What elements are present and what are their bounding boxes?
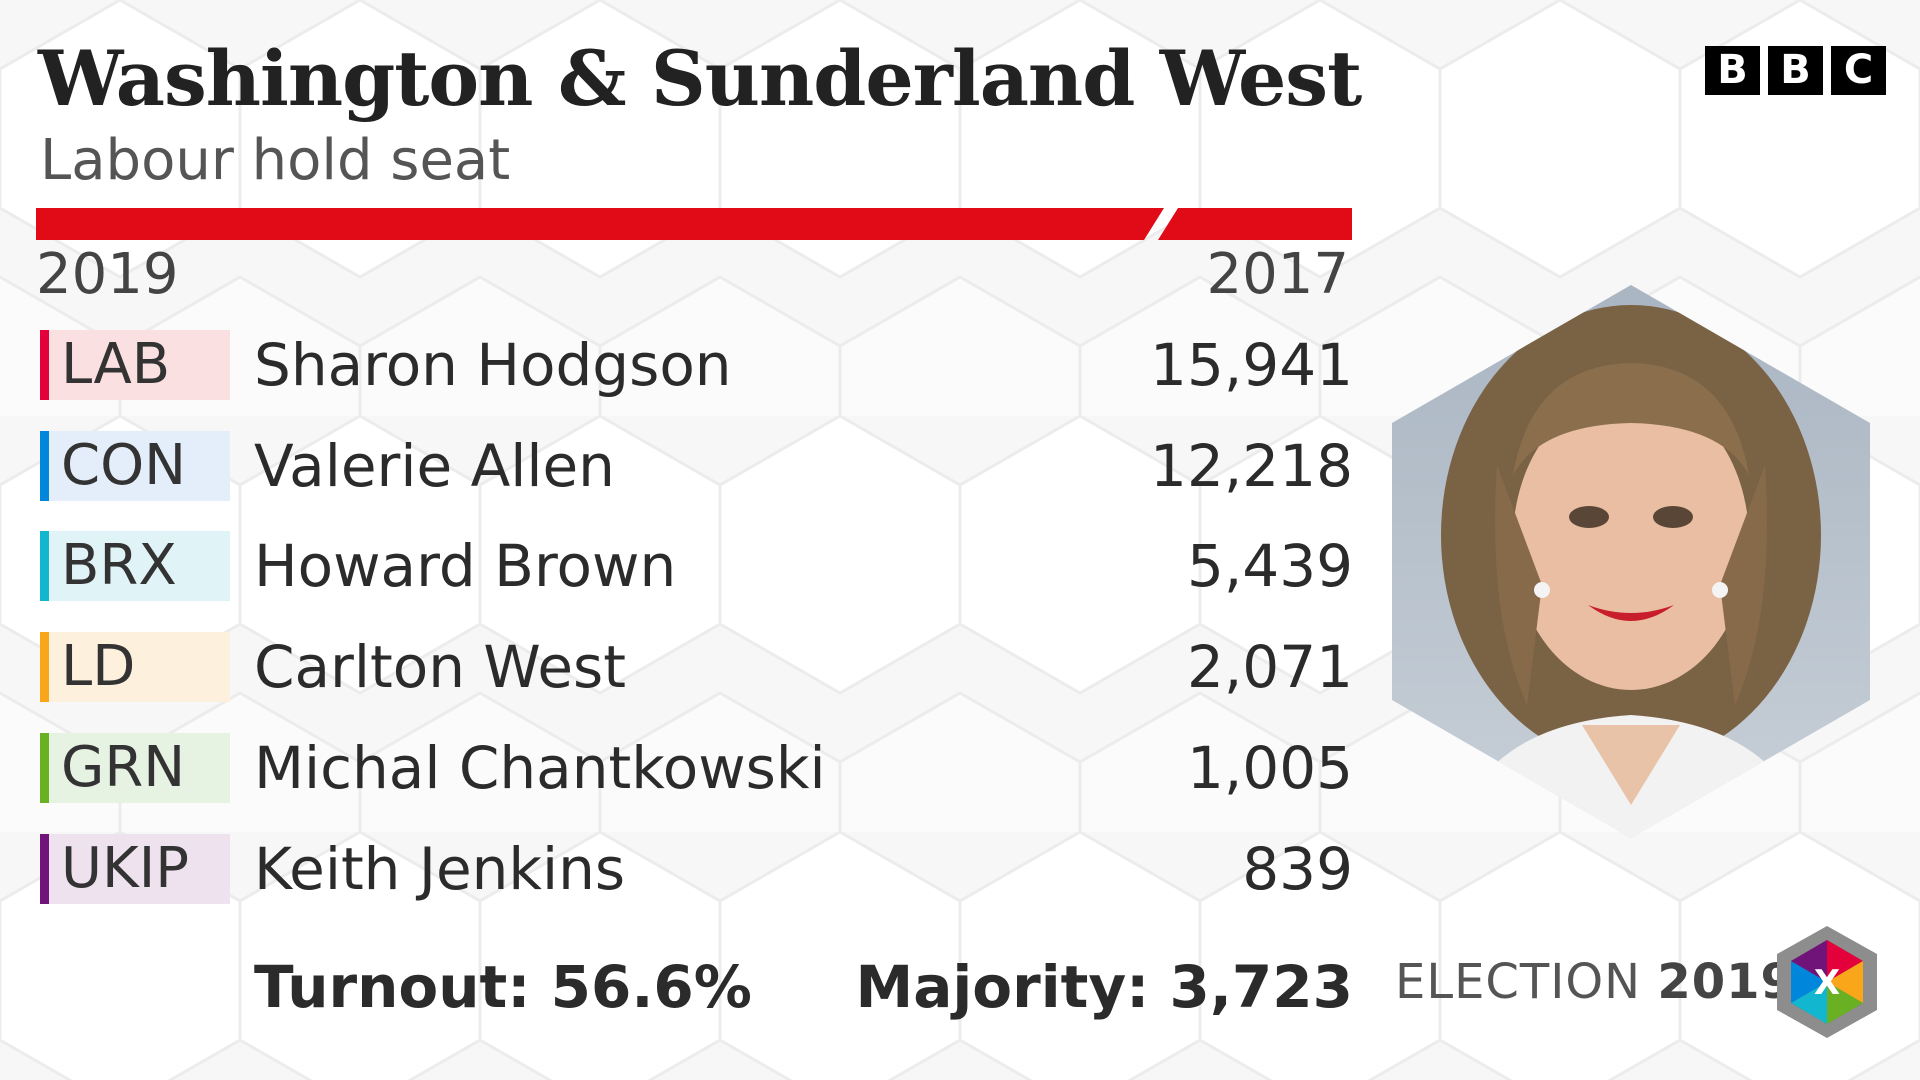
year-current: 2019 <box>36 242 179 307</box>
candidate-row: UKIP Keith Jenkins 839 <box>40 834 1353 904</box>
constituency-title: Washington & Sunderland West <box>38 34 1362 123</box>
candidate-votes: 12,218 <box>1150 432 1353 500</box>
election-cube-mark: X <box>1814 963 1840 1003</box>
majority-stat: Majority: 3,723 <box>855 953 1353 1021</box>
result-subtitle: Labour hold seat <box>40 128 511 193</box>
bbc-logo-letter: C <box>1831 46 1886 95</box>
candidate-row: LD Carlton West 2,071 <box>40 632 1353 702</box>
party-tag: CON <box>40 431 230 501</box>
party-tag: BRX <box>40 531 230 601</box>
result-bar-2017 <box>1158 208 1352 240</box>
candidate-name: Michal Chantkowski <box>254 734 826 802</box>
party-tag: LD <box>40 632 230 702</box>
candidate-votes: 839 <box>1242 835 1353 903</box>
bbc-logo: B B C <box>1705 46 1886 95</box>
party-tag: UKIP <box>40 834 230 904</box>
election-branding: ELECTION 2019 <box>1395 952 1795 1012</box>
candidate-name: Keith Jenkins <box>254 835 626 903</box>
candidate-votes: 5,439 <box>1186 532 1353 600</box>
party-tag: GRN <box>40 733 230 803</box>
bbc-logo-letter: B <box>1705 46 1760 95</box>
election-cube-icon: X <box>1777 926 1877 1038</box>
bbc-logo-letter: B <box>1768 46 1823 95</box>
candidate-name: Carlton West <box>254 633 627 701</box>
candidate-name: Valerie Allen <box>254 432 615 500</box>
year-previous: 2017 <box>1206 242 1349 307</box>
candidate-row: GRN Michal Chantkowski 1,005 <box>40 733 1353 803</box>
result-bar <box>36 208 1352 240</box>
candidate-row: BRX Howard Brown 5,439 <box>40 531 1353 601</box>
candidate-votes: 2,071 <box>1186 633 1353 701</box>
candidate-portrait <box>1392 285 1870 838</box>
election-year: 2019 <box>1657 954 1795 1010</box>
candidate-row: CON Valerie Allen 12,218 <box>40 431 1353 501</box>
candidate-votes: 15,941 <box>1150 331 1353 399</box>
election-label: ELECTION <box>1395 954 1642 1010</box>
candidate-name: Sharon Hodgson <box>254 331 732 399</box>
result-bar-2019 <box>36 208 1164 240</box>
party-tag: LAB <box>40 330 230 400</box>
candidate-row: LAB Sharon Hodgson 15,941 <box>40 330 1353 400</box>
turnout-stat: Turnout: 56.6% <box>254 953 752 1021</box>
candidate-votes: 1,005 <box>1186 734 1353 802</box>
candidate-name: Howard Brown <box>254 532 677 600</box>
